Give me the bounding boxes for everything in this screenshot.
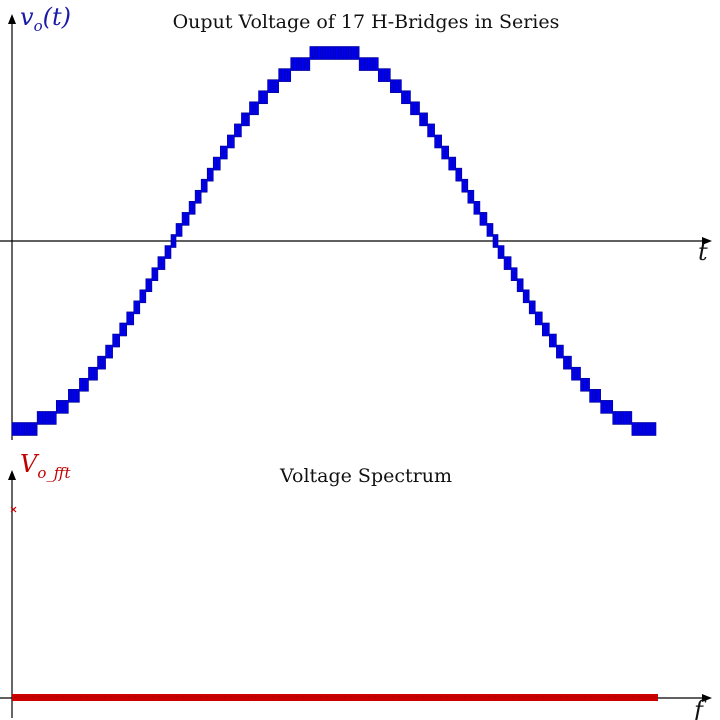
- voltage-x-label: t: [698, 238, 708, 266]
- voltage-y-axis-arrow: [8, 14, 16, 24]
- voltage-step: [290, 57, 311, 71]
- voltage-step: [36, 411, 57, 425]
- voltage-step: [612, 411, 633, 425]
- voltage-step: [631, 422, 657, 436]
- voltage-chart: Ouput Voltage of 17 H-Bridges in Series …: [0, 3, 712, 440]
- voltage-step: [258, 90, 268, 105]
- voltage-step: [241, 112, 250, 127]
- voltage-y-label-base: v: [20, 3, 34, 31]
- spectrum-chart-title: Voltage Spectrum: [279, 465, 452, 487]
- voltage-step: [580, 377, 590, 392]
- voltage-chart-title: Ouput Voltage of 17 H-Bridges in Series: [173, 11, 560, 33]
- spectrum-chart: Voltage Spectrum Vo_fft f: [0, 450, 712, 720]
- voltage-step: [358, 57, 379, 71]
- spectrum-y-axis-arrow: [8, 470, 16, 480]
- spectrum-peak-marker: [10, 506, 17, 513]
- spectrum-baseline: [12, 694, 658, 701]
- voltage-step: [97, 355, 106, 370]
- voltage-y-label: vo(t): [20, 3, 71, 35]
- voltage-x-axis-arrow: [702, 237, 712, 245]
- spectrum-x-axis-arrow: [702, 694, 712, 702]
- voltage-step: [249, 101, 259, 116]
- voltage-y-label-sub: o: [34, 17, 43, 35]
- voltage-step: [79, 377, 89, 392]
- voltage-y-label-suffix: (t): [43, 3, 71, 31]
- voltage-step: [571, 366, 581, 381]
- voltage-step: [401, 90, 411, 105]
- spectrum-y-label-base: V: [20, 450, 40, 478]
- spectrum-y-label: Vo_fft: [20, 450, 72, 482]
- voltage-step: [309, 46, 360, 60]
- spectrum-baseline-band: [12, 694, 658, 701]
- voltage-step: [88, 366, 98, 381]
- spectrum-y-label-sub: o_fft: [37, 464, 71, 482]
- voltage-step: [563, 355, 572, 370]
- voltage-staircase: [11, 46, 657, 436]
- voltage-step: [419, 112, 428, 127]
- voltage-step: [410, 101, 420, 116]
